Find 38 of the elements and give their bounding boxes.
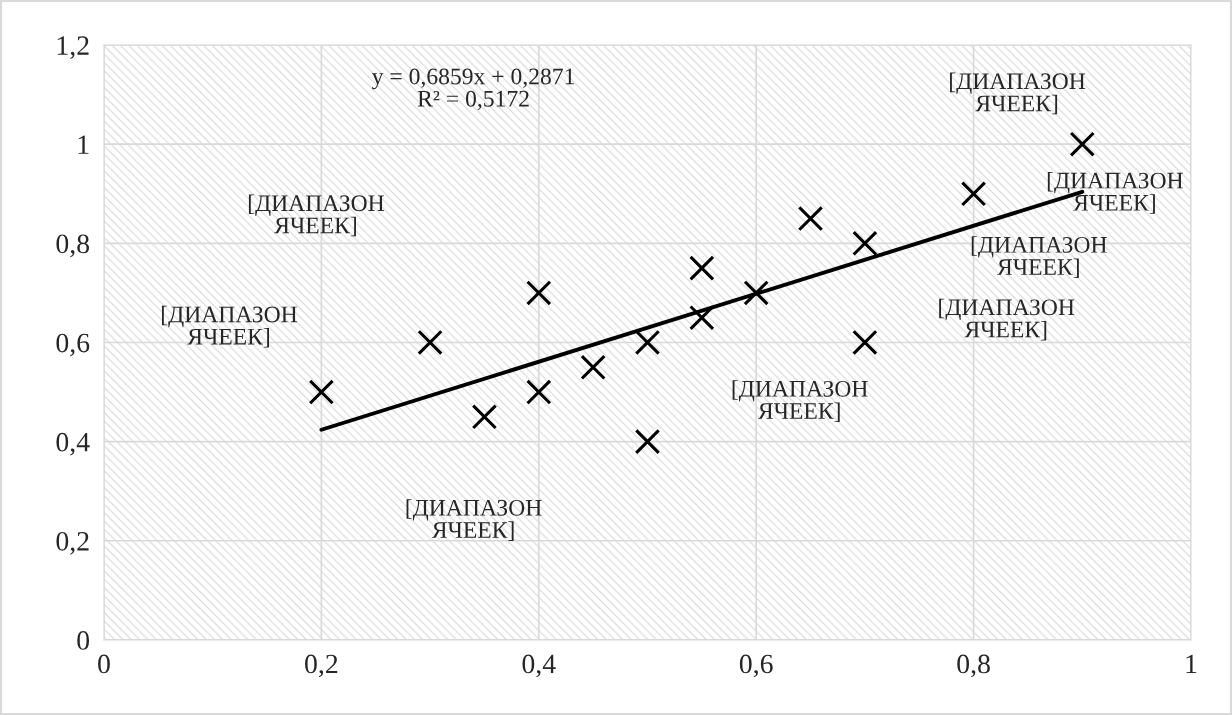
x-tick-label: 1 bbox=[1186, 654, 1197, 674]
point bbox=[417, 329, 443, 356]
point bbox=[797, 205, 824, 232]
point bbox=[308, 379, 335, 405]
annotation: y = 0,6859x + 0,2871 R² = 0,5172 bbox=[371, 68, 574, 111]
y-tick-label: 0,8 bbox=[56, 234, 90, 258]
point bbox=[852, 230, 878, 257]
x-tick-label: 0,4 bbox=[522, 654, 556, 678]
point bbox=[743, 280, 769, 306]
y-tick-label: 0,6 bbox=[56, 333, 90, 357]
x-tick-label: 0 bbox=[98, 654, 110, 674]
x-tick-label: 0,8 bbox=[957, 654, 990, 678]
annotation: [ДИАПАЗОН ЯЧЕЕК] bbox=[732, 380, 868, 422]
annotation: [ДИАПАЗОН ЯЧЕЕК] bbox=[1047, 171, 1183, 214]
point bbox=[634, 428, 661, 455]
annotation: [ДИАПАЗОН ЯЧЕЕК] bbox=[406, 499, 542, 541]
annotation: [ДИАПАЗОН ЯЧЕЕК] bbox=[950, 72, 1086, 115]
annotation: [ДИАПАЗОН ЯЧЕЕК] bbox=[248, 194, 385, 237]
point bbox=[471, 404, 498, 430]
point bbox=[526, 280, 552, 306]
point bbox=[526, 379, 552, 405]
point bbox=[689, 255, 715, 281]
point bbox=[960, 181, 987, 207]
y-tick-label: 1 bbox=[78, 135, 89, 154]
y-tick-label: 0,2 bbox=[56, 531, 89, 555]
annotation: [ДИАПАЗОН ЯЧЕЕК] bbox=[939, 298, 1075, 341]
x-tick-label: 0,6 bbox=[739, 654, 773, 678]
point bbox=[580, 354, 606, 380]
point bbox=[634, 329, 661, 356]
point bbox=[1069, 131, 1095, 157]
y-tick-label: 0,4 bbox=[56, 432, 90, 456]
y-tick-label: 1,2 bbox=[57, 36, 89, 59]
annotation: [ДИАПАЗОН ЯЧЕЕК] bbox=[161, 305, 298, 348]
annotation: [ДИАПАЗОН ЯЧЕЕК] bbox=[971, 236, 1107, 278]
y-tick-label: 0 bbox=[77, 631, 90, 650]
point bbox=[689, 304, 715, 331]
point bbox=[852, 329, 878, 356]
x-tick-label: 0,2 bbox=[305, 654, 338, 678]
